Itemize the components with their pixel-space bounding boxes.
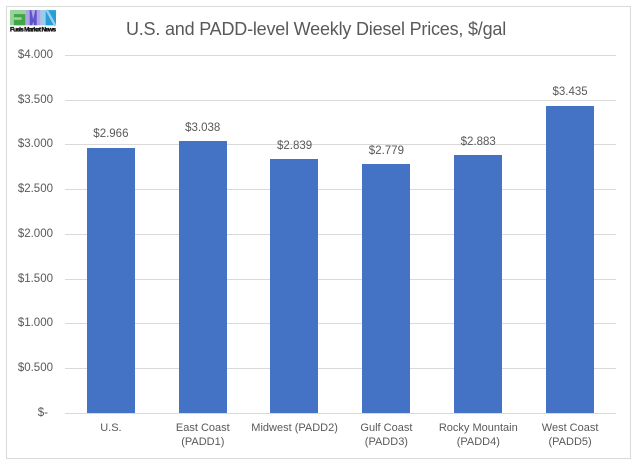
svg-text:Fuels Market News: Fuels Market News [10, 27, 56, 34]
